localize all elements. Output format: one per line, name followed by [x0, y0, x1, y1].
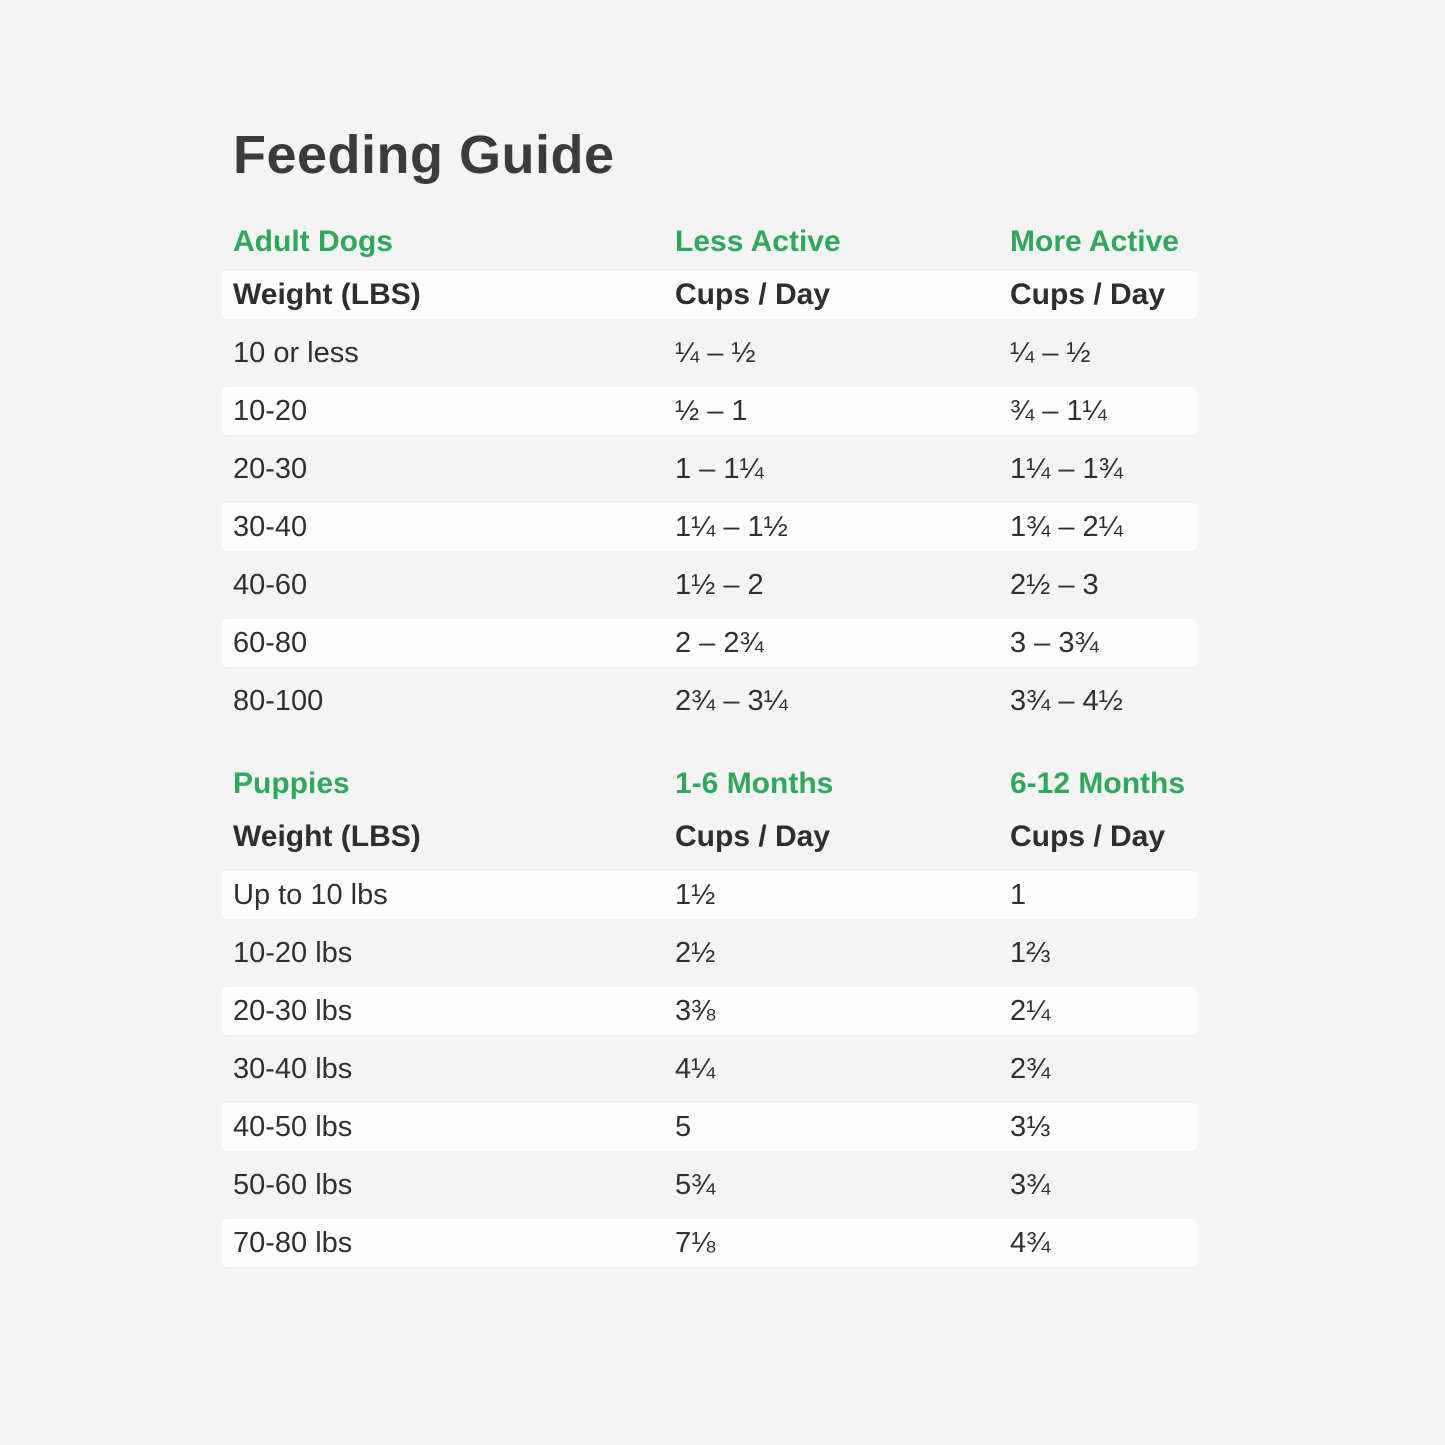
weight-cell: 60-80 — [233, 626, 308, 659]
table-row: 20-30 1 – 1¼ 1¼ – 1¾ — [222, 440, 1197, 498]
cups-cell: 4¼ — [675, 1052, 716, 1085]
months-6-12-label: 6-12 Months — [1010, 767, 1186, 800]
cups-cell: 4¾ — [1010, 1226, 1051, 1259]
cups-cell: 7⅛ — [675, 1226, 716, 1259]
table-row: 80-100 2¾ – 3¼ 3¾ – 4½ — [222, 672, 1197, 730]
cups-cell: 1¼ – 1½ — [675, 510, 788, 543]
table-row: 40-50 lbs 5 3⅓ — [222, 1098, 1197, 1156]
adult-column-header-row: Weight (LBS) Cups / Day Cups / Day — [222, 266, 1197, 324]
table-row: 50-60 lbs 5¾ 3¾ — [222, 1156, 1197, 1214]
cups-cell: ½ – 1 — [675, 394, 748, 427]
adult-dogs-label: Adult Dogs — [233, 225, 393, 258]
adult-dogs-table: Adult Dogs Less Active More Active Weigh… — [222, 218, 1197, 730]
table-row: 30-40 1¼ – 1½ 1¾ – 2¼ — [222, 498, 1197, 556]
table-row: 10-20 lbs 2½ 1⅔ — [222, 924, 1197, 982]
table-row: 40-60 1½ – 2 2½ – 3 — [222, 556, 1197, 614]
weight-cell: 10-20 — [233, 394, 308, 427]
cups-cell: 3⅜ — [675, 994, 716, 1027]
weight-cell: Up to 10 lbs — [233, 878, 388, 911]
weight-cell: 30-40 lbs — [233, 1052, 353, 1085]
cups-cell: ¼ – ½ — [675, 336, 756, 369]
table-row: 10 or less ¼ – ½ ¼ – ½ — [222, 324, 1197, 382]
cups-cell: 2¾ – 3¼ — [675, 684, 788, 717]
adult-group-header-row: Adult Dogs Less Active More Active — [222, 218, 1197, 266]
less-active-label: Less Active — [675, 225, 841, 258]
page-title: Feeding Guide — [233, 125, 615, 185]
table-row: 10-20 ½ – 1 ¾ – 1¼ — [222, 382, 1197, 440]
weight-cell: 20-30 lbs — [233, 994, 353, 1027]
cups-cell: 1 — [1010, 878, 1027, 911]
cups-cell: ¼ – ½ — [1010, 336, 1091, 369]
weight-header: Weight (LBS) — [233, 820, 421, 853]
table-row: 20-30 lbs 3⅜ 2¼ — [222, 982, 1197, 1040]
puppies-table: Puppies 1-6 Months 6-12 Months Weight (L… — [222, 760, 1197, 1272]
weight-cell: 20-30 — [233, 452, 308, 485]
weight-cell: 80-100 — [233, 684, 324, 717]
weight-cell: 40-60 — [233, 568, 308, 601]
cups-cell: 5¾ — [675, 1168, 716, 1201]
more-active-label: More Active — [1010, 225, 1179, 258]
months-1-6-label: 1-6 Months — [675, 767, 834, 800]
table-row: 60-80 2 – 2¾ 3 – 3¾ — [222, 614, 1197, 672]
cups-cell: 3⅓ — [1010, 1110, 1051, 1143]
cups-cell: 3¾ – 4½ — [1010, 684, 1123, 717]
cups-cell: 2¾ — [1010, 1052, 1051, 1085]
weight-header: Weight (LBS) — [233, 278, 421, 311]
cups-cell: 3 – 3¾ — [1010, 626, 1099, 659]
cups-cell: 2¼ — [1010, 994, 1051, 1027]
table-row: Up to 10 lbs 1½ 1 — [222, 866, 1197, 924]
cups-cell: 1¼ – 1¾ — [1010, 452, 1123, 485]
cups-cell: 2½ — [675, 936, 716, 969]
cups-day-header: Cups / Day — [1010, 820, 1166, 853]
cups-cell: 1 – 1¼ — [675, 452, 764, 485]
cups-cell: 2½ – 3 — [1010, 568, 1099, 601]
cups-cell: 1½ — [675, 878, 716, 911]
cups-cell: 3¾ — [1010, 1168, 1051, 1201]
weight-cell: 40-50 lbs — [233, 1110, 353, 1143]
weight-cell: 10 or less — [233, 336, 359, 369]
table-row: 70-80 lbs 7⅛ 4¾ — [222, 1214, 1197, 1272]
cups-day-header: Cups / Day — [675, 278, 831, 311]
weight-cell: 50-60 lbs — [233, 1168, 353, 1201]
weight-cell: 70-80 lbs — [233, 1226, 353, 1259]
puppies-group-header-row: Puppies 1-6 Months 6-12 Months — [222, 760, 1197, 808]
weight-cell: 30-40 — [233, 510, 308, 543]
puppies-column-header-row: Weight (LBS) Cups / Day Cups / Day — [222, 808, 1197, 866]
table-row: 30-40 lbs 4¼ 2¾ — [222, 1040, 1197, 1098]
cups-cell: 1⅔ — [1010, 936, 1051, 969]
weight-cell: 10-20 lbs — [233, 936, 353, 969]
cups-day-header: Cups / Day — [1010, 278, 1166, 311]
cups-cell: ¾ – 1¼ — [1010, 394, 1107, 427]
cups-cell: 2 – 2¾ — [675, 626, 764, 659]
cups-cell: 1¾ – 2¼ — [1010, 510, 1123, 543]
cups-cell: 1½ – 2 — [675, 568, 764, 601]
cups-cell: 5 — [675, 1110, 692, 1143]
cups-day-header: Cups / Day — [675, 820, 831, 853]
puppies-label: Puppies — [233, 767, 350, 800]
